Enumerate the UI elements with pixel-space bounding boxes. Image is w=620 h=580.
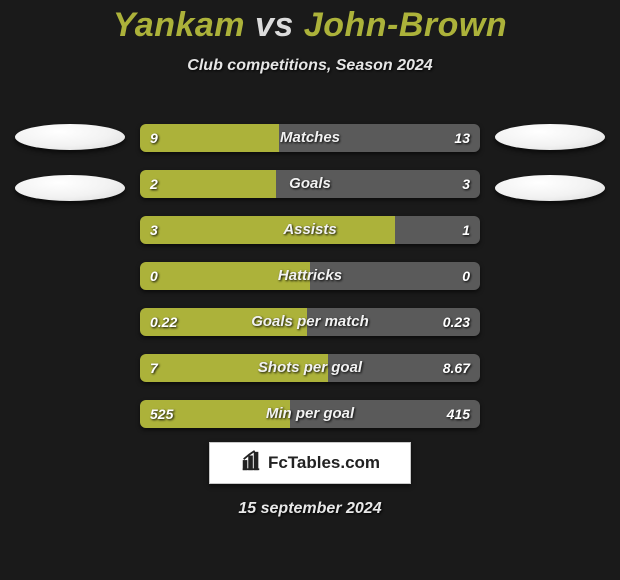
title-vs-text: vs — [255, 6, 294, 44]
stat-bar — [140, 354, 480, 382]
comparison-infographic: Yankam vs John-Brown Club competitions, … — [0, 0, 620, 580]
stat-row: 525415Min per goal — [140, 400, 480, 428]
stat-bar — [140, 308, 480, 336]
stat-bar — [140, 262, 480, 290]
stat-row: 913Matches — [140, 124, 480, 152]
stat-bar — [140, 124, 480, 152]
footer-date: 15 september 2024 — [0, 500, 620, 518]
stat-bar-right — [310, 262, 480, 290]
source-badge-text: FcTables.com — [268, 453, 380, 473]
stat-row: 00Hattricks — [140, 262, 480, 290]
source-badge[interactable]: FcTables.com — [209, 442, 411, 484]
stat-row: 78.67Shots per goal — [140, 354, 480, 382]
stat-bar-right — [279, 124, 480, 152]
bar-chart-icon — [240, 450, 262, 477]
page-title: Yankam vs John-Brown — [0, 6, 620, 45]
stats-rows: 913Matches 23Goals 31Assists 00Hattricks 0.2… — [0, 124, 620, 446]
subtitle: Club competitions, Season 2024 — [0, 57, 620, 75]
stat-bar — [140, 170, 480, 198]
stat-bar-right — [307, 308, 480, 336]
title-left-name: Yankam — [113, 6, 245, 44]
stat-bar-left — [140, 262, 310, 290]
stat-bar-right — [290, 400, 480, 428]
stat-row: 23Goals — [140, 170, 480, 198]
stat-bar-left — [140, 400, 290, 428]
stat-bar — [140, 400, 480, 428]
stat-bar-right — [328, 354, 480, 382]
stat-bar-left — [140, 170, 276, 198]
stat-bar-right — [395, 216, 480, 244]
stat-bar-left — [140, 216, 395, 244]
stat-bar-left — [140, 308, 307, 336]
stat-bar-right — [276, 170, 480, 198]
stat-bar-left — [140, 354, 328, 382]
stat-row: 0.220.23Goals per match — [140, 308, 480, 336]
stat-bar — [140, 216, 480, 244]
stat-row: 31Assists — [140, 216, 480, 244]
title-right-name: John-Brown — [304, 6, 507, 44]
stat-bar-left — [140, 124, 279, 152]
